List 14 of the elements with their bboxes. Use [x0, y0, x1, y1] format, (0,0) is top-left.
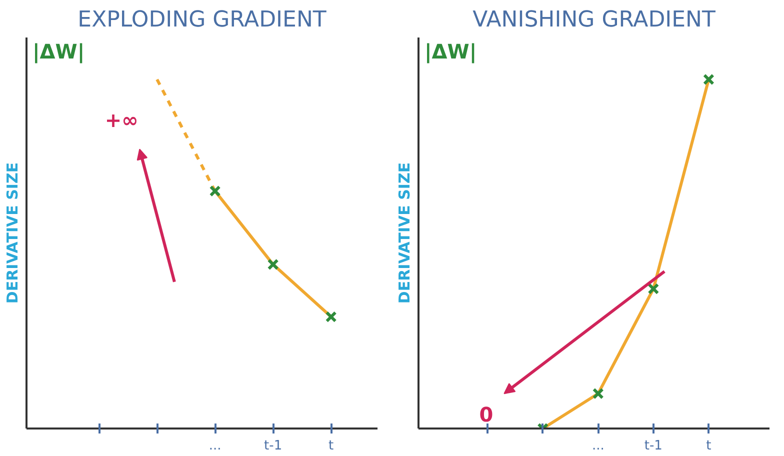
x-tick-label: t-1 [264, 438, 282, 454]
x-tick-label: t [328, 438, 334, 454]
x-tick-label: t [706, 438, 712, 454]
text: |ΔW| [424, 40, 477, 64]
chart-title: EXPLODING GRADIENT [78, 8, 327, 32]
text: |ΔW| [32, 40, 85, 64]
chart-title: VANISHING GRADIENT [472, 8, 716, 32]
annotation: 0 [479, 402, 494, 427]
y-axis-title: DERIVATIVE SIZE [4, 162, 22, 304]
y-axis-title: DERIVATIVE SIZE [396, 162, 414, 304]
x-tick-label: t-1 [644, 438, 662, 454]
x-tick-label: ... [208, 438, 222, 454]
annotation: +∞ [104, 108, 138, 132]
x-tick-label: ... [592, 438, 604, 454]
